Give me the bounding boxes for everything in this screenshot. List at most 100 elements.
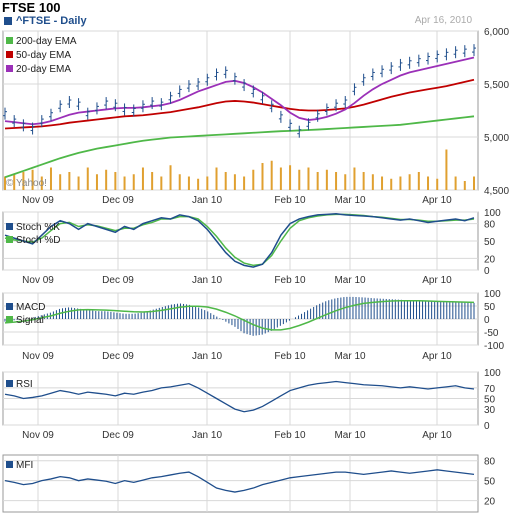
rsi-xtick: Jan 10 — [192, 430, 222, 441]
volume-bar — [169, 165, 172, 190]
mfi-ytick: 80 — [484, 457, 496, 468]
price-legend-label: 50-day EMA — [16, 50, 71, 61]
volume-bar — [178, 174, 181, 190]
volume-bar — [59, 174, 62, 190]
volume-bar — [4, 176, 6, 190]
volume-bar — [123, 176, 126, 190]
stoch-xtick: Apr 10 — [422, 275, 452, 286]
mfi-frame — [2, 454, 479, 513]
volume-bar — [49, 167, 52, 190]
volume-bar — [362, 172, 365, 190]
stoch-xtick: Nov 09 — [22, 275, 54, 286]
rsi-line — [4, 380, 475, 413]
volume-bar — [252, 169, 255, 190]
price-legend-swatch — [6, 51, 13, 58]
price-legend-swatch — [6, 37, 13, 44]
volume-bar — [325, 169, 328, 190]
volume-bar — [335, 172, 338, 190]
volume-bar — [114, 172, 117, 190]
mfi-legend-swatch — [6, 461, 13, 468]
ticker-marker — [4, 17, 12, 25]
volume-bar — [408, 174, 411, 190]
macd-ytick: 0 — [484, 315, 490, 326]
rsi-legend-label: RSI — [16, 379, 33, 390]
mfi-line — [4, 469, 475, 493]
macd-legend-label: Signal — [16, 315, 44, 326]
rsi-ytick: 30 — [484, 405, 496, 416]
volume-bar — [454, 176, 457, 190]
stoch-xtick: Feb 10 — [274, 275, 306, 286]
price-xtick: Jan 10 — [192, 195, 222, 206]
chart-date: Apr 16, 2010 — [414, 15, 472, 26]
volume-bar — [270, 160, 273, 190]
stoch-ytick: 100 — [484, 208, 501, 219]
stoch-legend-label: Stoch %D — [16, 235, 60, 246]
volume-bar — [187, 176, 190, 190]
price-ytick: 6,000 — [484, 27, 509, 38]
rsi-xtick: Mar 10 — [334, 430, 366, 441]
volume-bar — [77, 176, 80, 190]
volume-bar — [31, 169, 34, 190]
yahoo-watermark: © Yahoo! — [6, 178, 47, 189]
mfi-ytick: 50 — [484, 477, 496, 488]
rsi-xtick: Dec 09 — [102, 430, 134, 441]
ema50-line — [4, 78, 475, 130]
rsi-ytick: 70 — [484, 384, 496, 395]
volume-bar — [399, 176, 402, 190]
rsi-xtick: Feb 10 — [274, 430, 306, 441]
volume-bar — [417, 172, 420, 190]
stoch-legend-label: Stoch %K — [16, 222, 60, 233]
price-xtick: Dec 09 — [102, 195, 134, 206]
volume-bar — [233, 174, 236, 190]
volume-bar — [353, 167, 356, 190]
macd-legend-swatch — [6, 316, 13, 323]
price-xtick: Feb 10 — [274, 195, 306, 206]
macd-ytick: -50 — [484, 328, 499, 339]
stoch-legend-swatch — [6, 236, 13, 243]
stoch-legend-swatch — [6, 223, 13, 230]
macd-legend-swatch — [6, 303, 13, 310]
rsi-legend-swatch — [6, 380, 13, 387]
volume-bar — [141, 167, 144, 190]
volume-bar — [22, 172, 25, 190]
volume-bar — [473, 176, 475, 190]
volume-bar — [243, 176, 246, 190]
macd-ytick: -100 — [484, 341, 504, 352]
mfi-ytick: 20 — [484, 497, 496, 508]
macd-legend-label: MACD — [16, 302, 45, 313]
volume-bar — [105, 169, 108, 190]
macd-xtick: Apr 10 — [422, 351, 452, 362]
mfi-legend-label: MFI — [16, 460, 33, 471]
ema20-line — [4, 56, 475, 126]
stoch-xtick: Mar 10 — [334, 275, 366, 286]
price-xtick: Nov 09 — [22, 195, 54, 206]
price-ytick: 5,000 — [484, 133, 509, 144]
stoch-xtick: Jan 10 — [192, 275, 222, 286]
macd-xtick: Feb 10 — [274, 351, 306, 362]
price-legend-label: 200-day EMA — [16, 36, 77, 47]
volume-bar — [289, 165, 292, 190]
volume-bar — [197, 178, 200, 190]
volume-bar — [224, 172, 227, 190]
price-ytick: 4,500 — [484, 186, 509, 197]
chart-title: FTSE 100 — [2, 0, 61, 15]
volume-bar — [445, 149, 448, 190]
volume-bar — [215, 167, 218, 190]
volume-bar — [68, 172, 71, 190]
stoch-k-line — [4, 212, 475, 268]
volume-bar — [160, 176, 163, 190]
ticker-subtitle: ^FTSE - Daily — [16, 15, 87, 27]
volume-bar — [371, 174, 374, 190]
volume-bar — [307, 167, 310, 190]
volume-bar — [40, 176, 43, 190]
macd-signal-line — [4, 300, 475, 331]
stoch-ytick: 80 — [484, 220, 496, 231]
macd-xtick: Mar 10 — [334, 351, 366, 362]
rsi-xtick: Apr 10 — [422, 430, 452, 441]
rsi-ytick: 100 — [484, 368, 501, 379]
volume-bar — [95, 174, 98, 190]
volume-bar — [316, 172, 319, 190]
volume-bar — [13, 174, 16, 190]
